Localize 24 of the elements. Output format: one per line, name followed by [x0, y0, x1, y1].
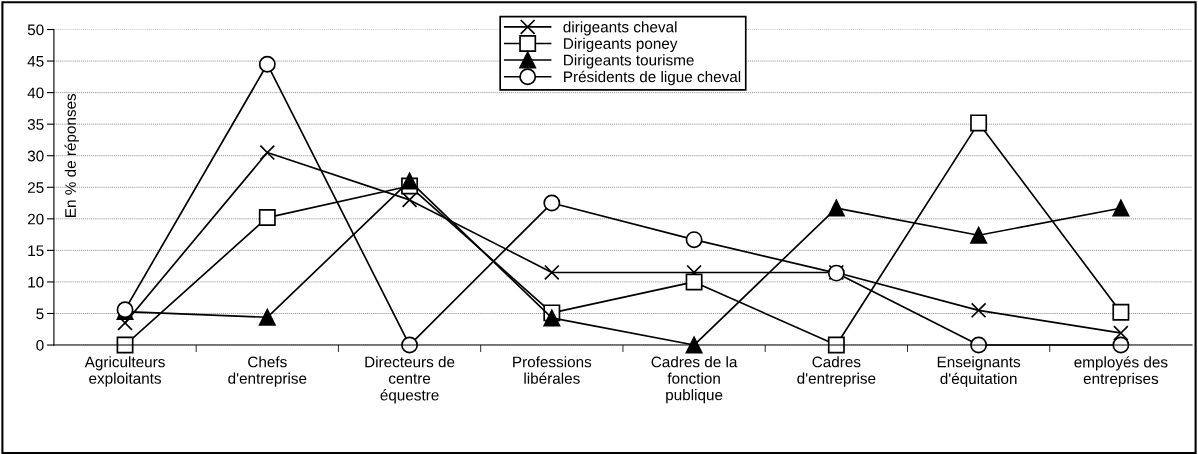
- y-tick-label: 15: [28, 245, 44, 257]
- legend-label: Présidents de ligue cheval: [564, 70, 741, 86]
- x-tick-label: Professions libérales: [513, 356, 592, 384]
- y-tick-label: 0: [36, 339, 44, 351]
- x-tick-label: Agriculteurs exploitants: [84, 356, 165, 387]
- y-tick-label: 25: [27, 182, 44, 193]
- y-tick-label: 10: [28, 276, 44, 288]
- x-tick-label: Directeurs de centre équestre: [365, 356, 455, 404]
- x-tick-label: Enseignants d'équitation: [937, 356, 1021, 388]
- y-tick-label: 5: [36, 308, 44, 320]
- y-tick-label: 35: [27, 119, 44, 130]
- y-tick-label: 45: [27, 56, 44, 67]
- legend-label: Dirigeants tourisme: [564, 54, 694, 69]
- y-tick-label: 20: [27, 213, 44, 225]
- x-tick-label: Chefs d'entreprise: [228, 356, 307, 387]
- legend-label: Dirigeants poney: [564, 37, 678, 52]
- x-tick-label: employés des entreprises: [1074, 356, 1168, 388]
- y-tick-label: 50: [27, 24, 44, 36]
- y-tick-label: 40: [27, 87, 44, 99]
- legend-label: dirigeants cheval: [563, 21, 677, 36]
- y-axis-title: En % de réponses: [64, 93, 79, 217]
- x-tick-label: Cadres de la fonction publique: [651, 356, 738, 404]
- y-tick-label: 30: [27, 150, 44, 162]
- x-tick-label: Cadres d'entreprise: [797, 356, 876, 387]
